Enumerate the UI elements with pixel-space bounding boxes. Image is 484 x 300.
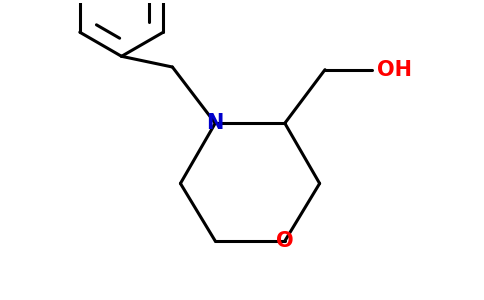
Text: N: N <box>207 113 224 133</box>
Text: OH: OH <box>377 60 412 80</box>
Text: O: O <box>276 231 294 251</box>
